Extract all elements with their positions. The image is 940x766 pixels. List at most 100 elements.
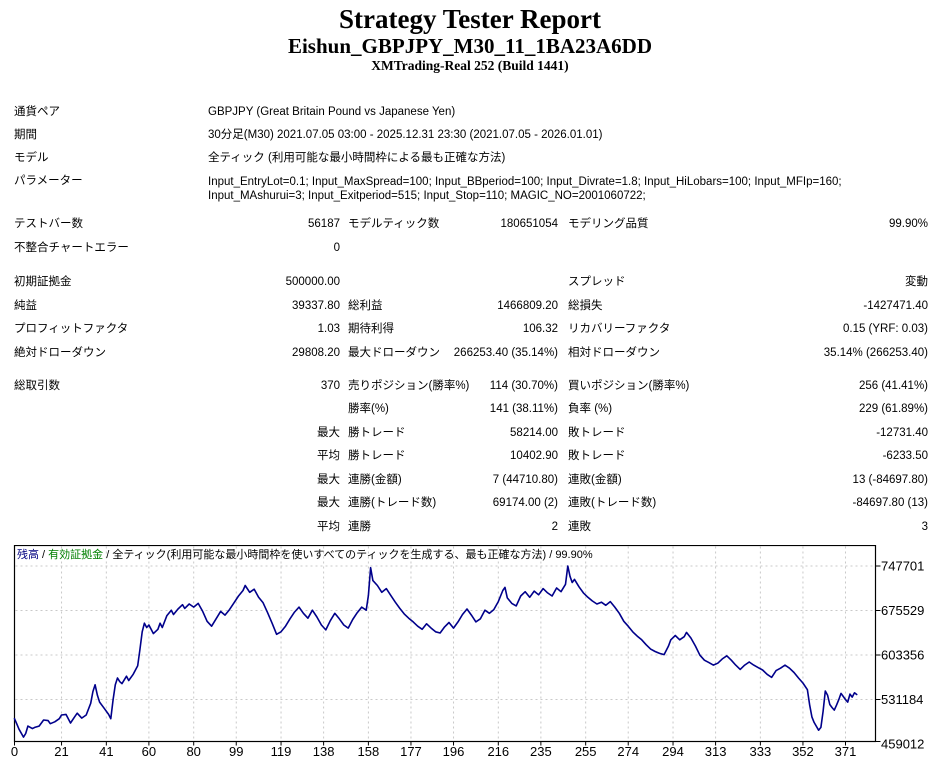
info-value: GBPJPY (Great Britain Pound vs Japanese … (208, 106, 456, 118)
legend-separator: / (546, 549, 556, 561)
stats-section: 初期証拠金 500000.00 スプレッド 変動 純益 39337.80 総利益 146680… (0, 271, 940, 365)
stat-label: 連勝(金額) (348, 473, 402, 486)
stats-row: 最大 勝トレード 58214.00 敗トレード -12731.40 (0, 422, 940, 446)
x-axis-label: 177 (400, 744, 422, 759)
stats-row: 純益 39337.80 総利益 1466809.20 総損失 -1427471.40 (0, 295, 940, 319)
y-axis-label: 603356 (881, 648, 924, 663)
stat-label: モデルティック数 (348, 218, 440, 230)
stat-value: 平均 (317, 520, 340, 533)
stat-label: スプレッド (568, 276, 626, 288)
y-axis-label: 531184 (881, 692, 923, 707)
info-label: パラメーター (14, 175, 83, 187)
stat-label: 売りポジション(勝率%) (348, 379, 470, 392)
report-header: Strategy Tester Report Eishun_GBPJPY_M30… (0, 0, 940, 74)
info-value: 30分足(M30) 2021.07.05 03:00 - 2025.12.31 … (208, 129, 603, 141)
stat-label: 勝トレード (348, 426, 406, 439)
info-label: 期間 (14, 129, 37, 141)
stats-row: テストバー数 56187 モデルティック数 180651054 モデリング品質 99.90… (0, 213, 940, 237)
stat-value: 最大 (317, 426, 340, 439)
stat-label: 絶対ドローダウン (14, 346, 106, 359)
stat-value: 58214.00 (510, 426, 558, 439)
stat-value: 35.14% (266253.40) (823, 346, 928, 359)
stat-label: 買いポジション(勝率%) (568, 379, 690, 392)
x-axis-label: 119 (271, 744, 292, 759)
stat-value: 106.32 (522, 323, 558, 335)
stat-value: 180651054 (500, 218, 558, 230)
stat-value: -84697.80 (13) (852, 497, 928, 509)
stat-label: リカバリーファクタ (568, 323, 671, 335)
report-server-build: XMTrading-Real 252 (Build 1441) (371, 58, 569, 73)
stat-value: 29808.20 (292, 346, 340, 359)
info-row: 通貨ペア GBPJPY (Great Britain Pound vs Japan… (0, 101, 940, 124)
info-row: 期間 30分足(M30) 2021.07.05 03:00 - 2025.12.3… (0, 124, 940, 147)
stat-label: 勝トレード (348, 450, 406, 462)
stat-label: 純益 (14, 299, 37, 312)
stat-label: 連敗 (568, 520, 591, 533)
stat-label: テストバー数 (14, 218, 83, 230)
info-label: モデル (14, 152, 49, 164)
stat-value: 266253.40 (35.14%) (453, 346, 558, 359)
stat-value: 500000.00 (285, 276, 340, 288)
stat-value: 変動 (905, 276, 928, 288)
stat-value: 0 (333, 241, 340, 254)
y-axis-label: 459012 (881, 737, 924, 752)
stats-row: 平均 勝トレード 10402.90 敗トレード -6233.50 (0, 445, 940, 469)
stat-value: 114 (30.70%) (489, 379, 558, 392)
stats-section: テストバー数 56187 モデルティック数 180651054 モデリング品質 99.90… (0, 213, 940, 260)
legend-model-text: 全ティック(利用可能な最小時間枠を使いすべてのティックを生成する、最も正確な方法… (112, 549, 547, 561)
info-row: パラメーター Input_EntryLot=0.1; Input_MaxSprea… (0, 170, 940, 216)
test-settings-table: 通貨ペア GBPJPY (Great Britain Pound vs Japan… (0, 101, 940, 216)
stat-value: 平均 (317, 450, 340, 462)
x-axis-label: 0 (11, 744, 18, 759)
stat-value: 3 (921, 520, 928, 533)
stat-value: 39337.80 (292, 299, 340, 312)
stat-value: 370 (320, 379, 340, 392)
stats-row: 平均 連勝 2 連敗 3 (0, 516, 940, 540)
stat-label: 連敗(金額) (568, 473, 622, 486)
stat-value: 最大 (317, 473, 340, 486)
stat-value: 1466809.20 (497, 299, 558, 312)
stats-row: 最大 連勝(金額) 7 (44710.80) 連敗(金額) 13 (-84697.80) (0, 469, 940, 493)
legend-quality-value: 99.90% (555, 549, 593, 561)
stats-row: 初期証拠金 500000.00 スプレッド 変動 (0, 271, 940, 295)
stat-label: 期待利得 (348, 323, 394, 335)
stat-label: 総取引数 (14, 379, 60, 392)
x-axis-label: 99 (229, 744, 243, 759)
stats-section: 総取引数 370 売りポジション(勝率%) 114 (30.70%) 買いポジション(勝… (0, 375, 940, 540)
legend-equity-label: 有効証拠金 (48, 549, 104, 561)
x-axis-label: 41 (99, 744, 113, 759)
x-axis-label: 158 (358, 744, 380, 759)
stat-label: 総利益 (348, 299, 383, 312)
legend-separator: / (39, 549, 49, 561)
stat-value: 0.15 (YRF: 0.03) (842, 323, 928, 335)
x-axis-label: 138 (313, 744, 335, 759)
x-axis-label: 333 (750, 744, 772, 759)
stats-row: 総取引数 370 売りポジション(勝率%) 114 (30.70%) 買いポジション(勝… (0, 375, 940, 399)
stat-label: 負率 (%) (568, 403, 613, 415)
stat-label: 不整合チャートエラー (14, 241, 129, 254)
stat-label: 総損失 (568, 299, 603, 312)
stat-value: 2 (551, 520, 558, 533)
info-value: Input_EntryLot=0.1; Input_MaxSpread=100;… (208, 176, 842, 202)
x-axis-label: 60 (142, 744, 156, 759)
balance-chart-svg: 0 21 41 60 80 99 119 138 158 177 196 216 235 255 274 29… (11, 544, 924, 759)
stat-label: モデリング品質 (568, 218, 649, 230)
stat-label: 連敗(トレード数) (568, 497, 657, 509)
info-value: 全ティック (利用可能な最小時間枠による最も正確な方法) (208, 152, 506, 164)
stat-value: -12731.40 (876, 426, 928, 439)
x-axis-label: 21 (54, 744, 68, 759)
stat-value: -6233.50 (882, 450, 928, 462)
x-axis-label: 294 (662, 744, 684, 759)
stat-value: -1427471.40 (863, 299, 928, 312)
balance-line (13, 565, 858, 738)
stat-label: プロフィットファクタ (14, 323, 129, 335)
stat-label: 勝率(%) (348, 403, 389, 415)
chart-legend: 残高 / 有効証拠金 / 全ティック(利用可能な最小時間枠を使いすべてのティック… (17, 548, 593, 562)
stat-value: 56187 (308, 218, 340, 230)
y-axis-label: 675529 (881, 603, 924, 618)
balance-chart: 残高 / 有効証拠金 / 全ティック(利用可能な最小時間枠を使いすべてのティック… (0, 544, 940, 761)
legend-separator: / (103, 549, 113, 561)
stats-row: 不整合チャートエラー 0 (0, 237, 940, 261)
stat-value: 10402.90 (510, 450, 558, 462)
stat-value: 99.90% (888, 218, 928, 230)
